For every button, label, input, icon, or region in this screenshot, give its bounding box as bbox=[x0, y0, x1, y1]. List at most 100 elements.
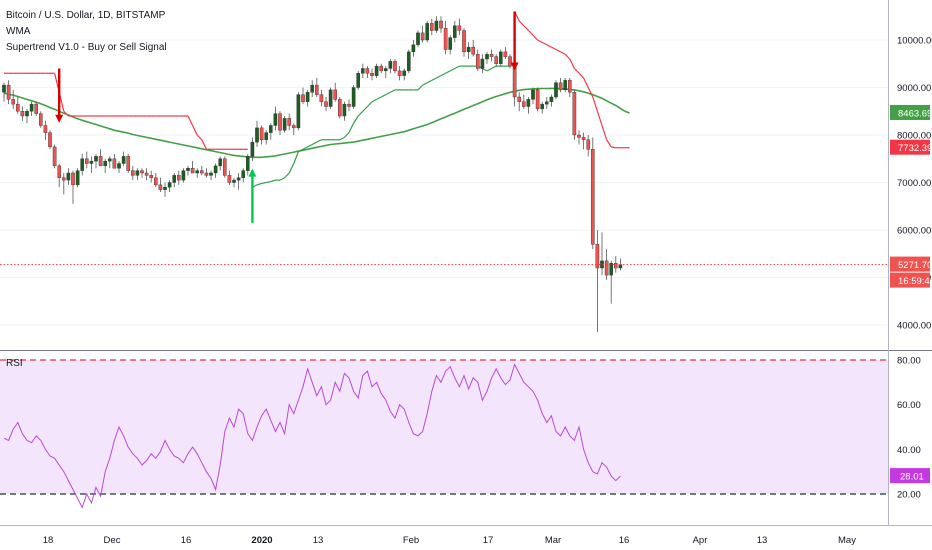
candle bbox=[425, 21, 430, 43]
countdown-tag-bg bbox=[890, 272, 930, 288]
candle bbox=[494, 54, 499, 67]
candle-body bbox=[296, 94, 301, 129]
candle bbox=[149, 170, 154, 183]
wma-line bbox=[3, 87, 630, 159]
candle-body bbox=[397, 70, 402, 76]
candle bbox=[158, 177, 163, 192]
candle bbox=[126, 154, 130, 173]
indicator-wma-label[interactable]: WMA bbox=[6, 26, 31, 37]
candle-body bbox=[545, 101, 549, 105]
candle bbox=[439, 16, 443, 33]
supertrend-segment bbox=[307, 143, 313, 148]
candle bbox=[195, 168, 200, 178]
time-tick-label: 16 bbox=[619, 535, 630, 546]
candle-body bbox=[39, 113, 43, 126]
candle-body bbox=[140, 170, 144, 174]
supertrend-segment bbox=[431, 77, 437, 81]
candle bbox=[181, 168, 186, 183]
candle-body bbox=[531, 89, 535, 100]
candle bbox=[75, 168, 80, 188]
last-price-tag: 5271.70 bbox=[890, 256, 932, 272]
candle-body bbox=[158, 184, 163, 190]
candle bbox=[34, 101, 38, 116]
candle bbox=[517, 92, 521, 112]
candle bbox=[176, 170, 181, 185]
candle-body bbox=[508, 56, 512, 67]
rsi-tick-label: 80.00 bbox=[897, 356, 921, 367]
candle-body bbox=[181, 170, 186, 181]
candle-body bbox=[420, 32, 425, 41]
rsi-pane[interactable] bbox=[0, 359, 888, 509]
candle-body bbox=[2, 84, 6, 93]
supertrend-segment bbox=[376, 96, 382, 100]
candle bbox=[107, 156, 112, 169]
price-tick-label: 9000.00 bbox=[897, 83, 931, 94]
supertrend-segment bbox=[316, 139, 322, 143]
candle-body bbox=[365, 68, 370, 74]
candle-body bbox=[57, 165, 61, 178]
supertrend-segment bbox=[288, 163, 295, 174]
candle-body bbox=[462, 30, 466, 53]
candle bbox=[112, 154, 117, 169]
supertrend-segment bbox=[518, 20, 525, 27]
candle bbox=[485, 51, 489, 64]
supertrend-segment bbox=[417, 84, 424, 91]
candle-body bbox=[250, 141, 255, 157]
candle-body bbox=[526, 99, 531, 107]
candle bbox=[591, 137, 595, 249]
indicator-supertrend-label[interactable]: Supertrend V1.0 - Buy or Sell Signal bbox=[6, 42, 167, 53]
wma-price-tag-text: 8463.69 bbox=[898, 108, 932, 119]
candle-body bbox=[609, 263, 613, 276]
candle bbox=[333, 82, 338, 102]
candle-body bbox=[218, 158, 223, 167]
supertrend-segment bbox=[380, 94, 387, 98]
candle-body bbox=[388, 61, 393, 69]
time-tick-label: 18 bbox=[43, 535, 54, 546]
candle-body bbox=[356, 73, 361, 88]
candle bbox=[586, 135, 590, 157]
candle bbox=[540, 101, 544, 114]
rsi-indicator-label[interactable]: RSI bbox=[6, 358, 23, 369]
candle bbox=[117, 161, 121, 173]
supertrend-segment bbox=[532, 34, 539, 41]
candle-body bbox=[11, 99, 16, 105]
candle bbox=[172, 173, 177, 188]
supertrend-segment bbox=[564, 53, 571, 60]
supertrend-segment bbox=[440, 72, 446, 77]
candle-body bbox=[453, 25, 457, 38]
symbol-title[interactable]: Bitcoin / U.S. Dollar, 1D, BITSTAMP bbox=[6, 10, 166, 21]
candle bbox=[135, 168, 140, 181]
supertrend-segment bbox=[541, 41, 548, 46]
candle-body bbox=[439, 20, 443, 29]
candle bbox=[121, 151, 126, 166]
supertrend-segment bbox=[371, 98, 377, 103]
supertrend-segment bbox=[385, 91, 391, 96]
candle bbox=[338, 97, 342, 119]
candle bbox=[140, 168, 144, 178]
candle-body bbox=[48, 132, 52, 148]
candle bbox=[94, 154, 98, 169]
rsi-tick-label: 20.00 bbox=[897, 490, 921, 501]
rsi-tick-label: 40.00 bbox=[897, 445, 921, 456]
candle bbox=[420, 25, 425, 43]
candle-body bbox=[126, 156, 130, 171]
supertrend-segment bbox=[348, 122, 355, 133]
candle-body bbox=[107, 158, 112, 162]
candle-body bbox=[273, 113, 278, 126]
candle-body bbox=[347, 103, 351, 107]
candle bbox=[489, 49, 494, 62]
candle bbox=[213, 163, 218, 178]
supertrend-segment bbox=[587, 87, 594, 98]
candle bbox=[379, 63, 384, 74]
candle-body bbox=[489, 54, 494, 57]
candle bbox=[365, 66, 370, 78]
candle-body bbox=[512, 65, 517, 98]
candle-body bbox=[595, 244, 600, 269]
candle-body bbox=[485, 54, 489, 60]
candle bbox=[130, 165, 135, 181]
candle bbox=[443, 21, 448, 55]
candle bbox=[609, 260, 613, 304]
time-tick-label: Dec bbox=[104, 535, 121, 546]
